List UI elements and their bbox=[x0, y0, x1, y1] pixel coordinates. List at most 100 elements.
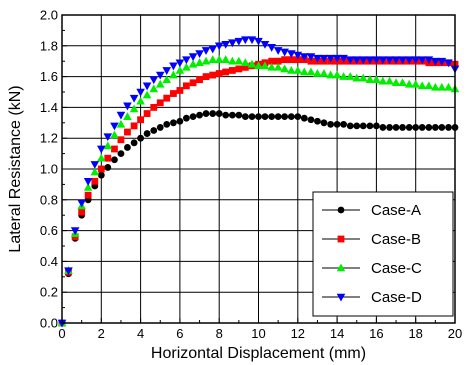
data-point bbox=[373, 122, 380, 130]
data-point bbox=[352, 56, 362, 65]
data-point bbox=[222, 111, 230, 119]
data-point bbox=[235, 65, 243, 73]
data-point bbox=[254, 61, 263, 70]
y-tick-label: 1.0 bbox=[40, 162, 58, 177]
data-point bbox=[313, 69, 322, 77]
data-point bbox=[320, 119, 328, 127]
data-point bbox=[117, 136, 125, 144]
legend-marker bbox=[336, 263, 346, 272]
data-point bbox=[412, 124, 420, 131]
data-point bbox=[280, 48, 289, 57]
data-point bbox=[228, 56, 237, 65]
data-point bbox=[445, 124, 452, 131]
data-point bbox=[142, 90, 152, 99]
data-point bbox=[274, 113, 282, 121]
x-tick-label: 0 bbox=[58, 326, 65, 341]
data-point bbox=[391, 78, 401, 87]
data-point bbox=[339, 72, 348, 80]
data-point bbox=[234, 37, 244, 46]
y-tick-label: 1.8 bbox=[40, 38, 58, 53]
data-point bbox=[188, 53, 198, 62]
data-point bbox=[332, 54, 342, 63]
data-point bbox=[169, 62, 178, 71]
data-point bbox=[293, 65, 303, 74]
data-point bbox=[372, 56, 381, 65]
data-point bbox=[358, 73, 368, 82]
data-point bbox=[175, 65, 185, 74]
legend-label: Case-B bbox=[371, 231, 421, 248]
data-point bbox=[234, 56, 244, 65]
y-tick-label: 0.2 bbox=[40, 285, 58, 300]
data-point bbox=[300, 114, 308, 122]
data-point bbox=[431, 57, 440, 66]
data-point bbox=[150, 127, 158, 134]
data-point bbox=[398, 78, 407, 87]
data-point bbox=[326, 70, 335, 79]
data-point bbox=[417, 81, 427, 90]
data-point bbox=[201, 56, 211, 65]
data-point bbox=[110, 130, 119, 139]
data-point bbox=[319, 54, 329, 63]
data-point bbox=[137, 116, 144, 124]
data-point bbox=[104, 164, 112, 171]
x-axis-title: Horizontal Displacement (mm) bbox=[151, 345, 366, 362]
legend-marker bbox=[337, 206, 345, 214]
data-point bbox=[293, 51, 303, 60]
y-tick-label: 0.8 bbox=[40, 192, 58, 207]
data-point bbox=[202, 73, 210, 80]
data-point bbox=[444, 59, 453, 68]
data-point bbox=[163, 94, 171, 102]
data-point bbox=[208, 45, 218, 54]
data-point bbox=[417, 56, 427, 65]
x-tick-label: 10 bbox=[251, 326, 265, 341]
data-point bbox=[267, 44, 276, 52]
data-point bbox=[143, 110, 151, 117]
data-point bbox=[150, 104, 158, 111]
y-tick-label: 1.2 bbox=[40, 131, 58, 146]
data-point bbox=[97, 145, 106, 154]
data-point bbox=[214, 42, 224, 51]
data-point bbox=[83, 178, 93, 186]
data-point bbox=[294, 56, 302, 64]
data-point bbox=[176, 87, 184, 94]
data-point bbox=[261, 113, 269, 121]
data-point bbox=[241, 58, 250, 67]
data-point bbox=[196, 111, 203, 119]
data-point bbox=[222, 68, 230, 76]
data-point bbox=[84, 191, 92, 199]
data-point bbox=[90, 167, 100, 176]
data-point bbox=[247, 36, 257, 45]
data-point bbox=[83, 182, 93, 191]
data-point bbox=[273, 47, 283, 55]
x-tick-label: 20 bbox=[448, 326, 462, 341]
data-point bbox=[129, 94, 139, 103]
data-point bbox=[327, 120, 335, 128]
data-point bbox=[142, 82, 152, 91]
x-tick-label: 14 bbox=[330, 326, 344, 341]
data-point bbox=[386, 124, 393, 131]
data-point bbox=[260, 61, 270, 70]
data-point bbox=[299, 53, 309, 62]
x-tick-label: 8 bbox=[216, 326, 223, 341]
data-point bbox=[431, 82, 440, 91]
data-point bbox=[123, 112, 132, 120]
data-point bbox=[287, 65, 296, 74]
data-point bbox=[189, 113, 197, 121]
data-point bbox=[215, 110, 223, 117]
data-point bbox=[111, 145, 118, 153]
data-point bbox=[202, 110, 210, 117]
legend: Case-A Case-B Case-C Case-D bbox=[312, 191, 454, 317]
data-point bbox=[70, 227, 80, 236]
data-point bbox=[130, 139, 138, 147]
data-point bbox=[162, 75, 172, 83]
data-point bbox=[248, 113, 256, 121]
data-point bbox=[306, 53, 316, 62]
data-point bbox=[287, 113, 295, 121]
data-point bbox=[155, 79, 165, 88]
data-point bbox=[221, 55, 230, 63]
series-case-c bbox=[57, 55, 460, 327]
data-point bbox=[326, 54, 335, 63]
data-point bbox=[149, 84, 159, 93]
data-point bbox=[97, 153, 106, 162]
